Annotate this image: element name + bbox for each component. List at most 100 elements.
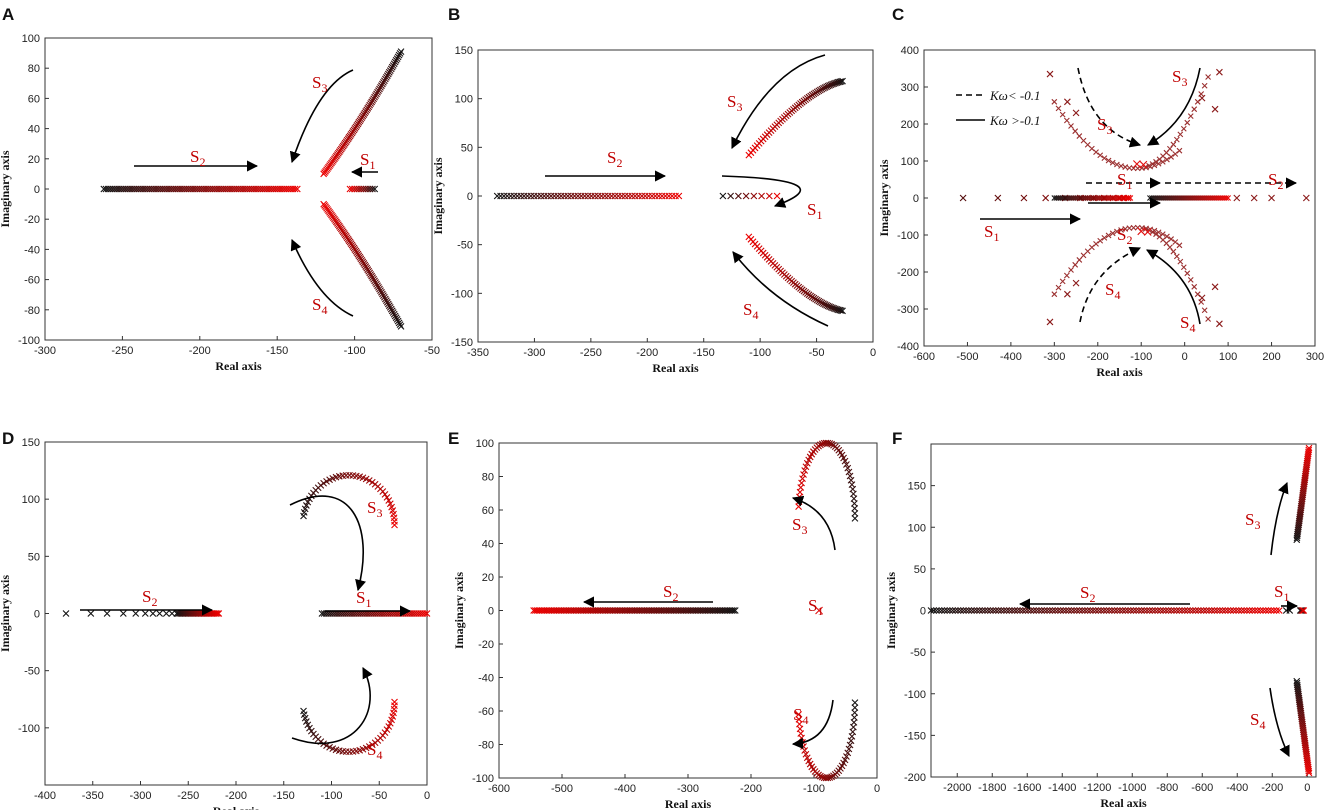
- mode-label-s4: S4: [743, 300, 758, 322]
- y-axis-label: Imaginary axis: [877, 159, 891, 236]
- y-tick-label: 20: [482, 572, 494, 584]
- pole-marker: [1275, 607, 1283, 614]
- pole-marker: [1265, 607, 1272, 614]
- x-tick-label: -600: [1191, 782, 1213, 794]
- mode-label-s1: S1: [808, 596, 823, 618]
- pole-marker: [1068, 123, 1074, 129]
- trajectory-arrow: [1079, 246, 1142, 323]
- pole-marker: [1038, 607, 1046, 614]
- pole-marker: [662, 192, 669, 200]
- y-tick-label: -20: [24, 214, 40, 226]
- pole-marker: [524, 192, 531, 200]
- pole-marker: [156, 610, 163, 617]
- pole-marker: [820, 774, 828, 782]
- pole-marker: [830, 772, 837, 780]
- pole-marker: [801, 467, 809, 474]
- pole-marker: [997, 607, 1005, 614]
- trajectory-arrow: [291, 667, 373, 745]
- y-tick-label: 150: [455, 45, 473, 57]
- x-tick-label: 100: [1219, 351, 1237, 363]
- pole-marker: [1184, 119, 1191, 126]
- x-tick-label: -350: [82, 790, 104, 802]
- pole-marker: [1238, 607, 1245, 614]
- pole-marker: [212, 610, 220, 617]
- pole-marker: [1208, 607, 1216, 614]
- panel-F: -2000 -1800 -1600 -1400 -1200 -1000 -800 -600 -4…: [884, 429, 1317, 810]
- y-tick-label: 100: [22, 494, 40, 506]
- y-tick-label: 0: [34, 609, 40, 621]
- panel-letter: A: [2, 5, 14, 24]
- pole-marker: [802, 463, 810, 471]
- pole-marker: [851, 699, 859, 707]
- mode-label-s3: S3: [1172, 67, 1187, 89]
- mode-label-s2: S2: [1080, 583, 1095, 605]
- pole-marker: [534, 192, 541, 200]
- pole-marker: [1046, 318, 1054, 326]
- y-tick-label: 60: [482, 505, 494, 517]
- pole-marker: [665, 192, 673, 200]
- pole-marker: [1216, 68, 1223, 76]
- pole-marker: [1211, 105, 1219, 113]
- pole-marker: [742, 192, 750, 200]
- pole-marker: [591, 192, 599, 200]
- pole-marker: [554, 192, 562, 200]
- pole-marker: [1092, 607, 1100, 614]
- mode-label-s1: S1: [807, 200, 822, 222]
- pole-marker: [1149, 229, 1156, 235]
- pole-marker: [1202, 607, 1210, 614]
- pole-marker: [1305, 444, 1313, 452]
- pole-marker: [1305, 767, 1313, 775]
- x-tick-label: -300: [1043, 351, 1065, 363]
- pole-marker: [149, 610, 157, 617]
- mode-label-s3: S3: [1245, 510, 1260, 532]
- x-tick-label: -200: [189, 345, 211, 357]
- pole-marker: [1233, 194, 1241, 202]
- pole-marker: [1063, 290, 1071, 298]
- y-tick-label: -200: [897, 267, 919, 279]
- pole-marker: [1177, 131, 1184, 138]
- pole-marker: [1246, 607, 1253, 614]
- pole-marker: [381, 490, 389, 498]
- y-tick-label: 20: [28, 154, 40, 166]
- pole-marker: [1097, 152, 1104, 159]
- y-tick-label: -50: [24, 666, 40, 678]
- pole-marker: [976, 607, 983, 614]
- pole-marker: [1254, 607, 1262, 614]
- x-tick-label: -300: [677, 783, 699, 795]
- y-axis-label: Imaginary axis: [0, 150, 12, 227]
- pole-marker: [1187, 276, 1194, 283]
- pole-marker: [1135, 607, 1143, 614]
- y-tick-label: -80: [478, 740, 494, 752]
- pole-marker: [1173, 253, 1180, 260]
- pole-marker: [1051, 98, 1058, 105]
- pole-marker: [1224, 607, 1232, 614]
- pole-marker: [1020, 194, 1028, 202]
- pole-marker: [951, 607, 959, 614]
- panel-letter: D: [2, 429, 14, 448]
- x-tick-label: -400: [1000, 351, 1022, 363]
- pole-marker: [1167, 244, 1173, 251]
- pole-marker: [1093, 241, 1099, 247]
- pole-marker: [1232, 607, 1240, 614]
- pole-marker: [1178, 607, 1186, 614]
- x-axis-label: Real axis: [1100, 796, 1147, 810]
- pole-marker: [1000, 607, 1008, 614]
- x-tick-label: -150: [693, 347, 715, 359]
- y-tick-label: 400: [901, 45, 919, 57]
- panel-D: -400 -350 -300 -250 -200 -150 -100 -50 0 -100 -50 0…: [0, 429, 431, 810]
- pole-marker: [1143, 607, 1151, 614]
- pole-marker: [1187, 113, 1194, 120]
- pole-marker: [1198, 94, 1206, 102]
- pole-marker: [87, 610, 95, 617]
- x-tick-label: 0: [1304, 782, 1310, 794]
- x-tick-label: -1000: [1118, 782, 1146, 794]
- pole-marker: [561, 192, 568, 200]
- pole-marker: [1114, 161, 1120, 168]
- pole-marker: [1146, 607, 1154, 614]
- y-tick-label: 100: [455, 94, 473, 106]
- pole-marker: [1055, 105, 1062, 112]
- x-tick-label: -100: [344, 345, 366, 357]
- pole-marker: [1121, 607, 1129, 614]
- panel-letter: E: [448, 429, 459, 448]
- y-tick-label: 150: [22, 437, 40, 449]
